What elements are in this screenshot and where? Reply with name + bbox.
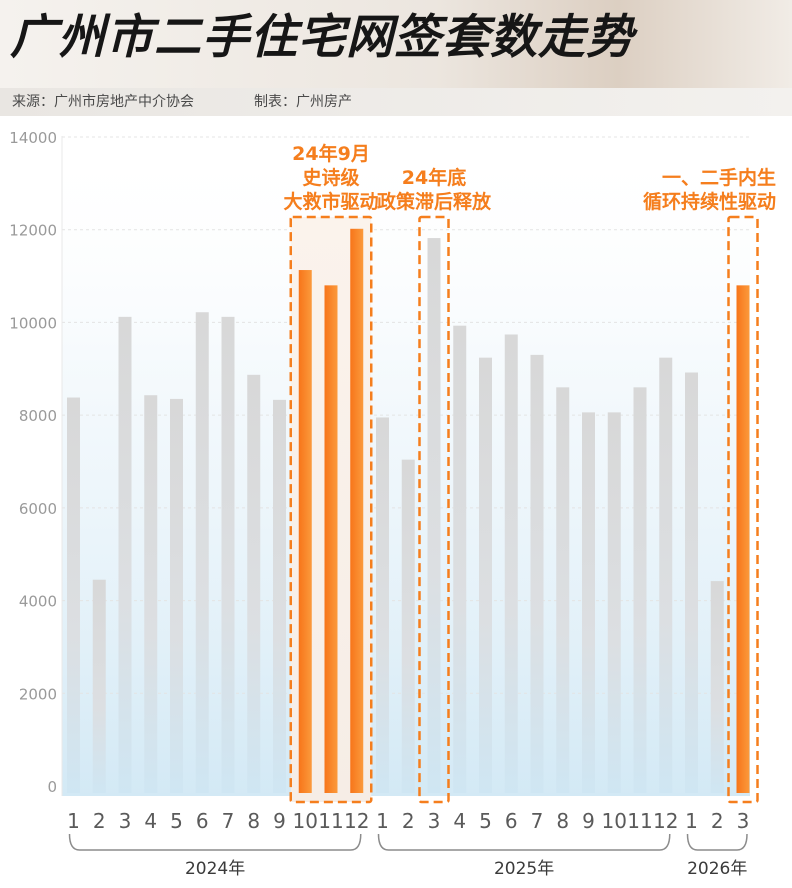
bar (92, 579, 106, 793)
x-tick-label: 10 (602, 809, 627, 833)
source-text: 来源：广州市房地产中介协会 (12, 94, 194, 110)
y-tick-label: 14000 (9, 129, 57, 147)
x-tick-label: 1 (376, 809, 389, 833)
y-tick-label: 2000 (19, 685, 57, 703)
bar (221, 316, 235, 793)
bar (376, 417, 389, 793)
bar (453, 325, 467, 793)
x-tick-label: 5 (170, 809, 183, 833)
y-tick-label: 4000 (19, 593, 57, 611)
x-tick-label: 11 (318, 809, 343, 833)
year-bracket (377, 833, 671, 851)
bar (556, 387, 570, 793)
chart-title: 广州市二手住宅网签套数走势 (10, 10, 634, 65)
bar (710, 581, 724, 793)
year-bracket (68, 833, 362, 851)
bar (118, 316, 132, 793)
x-tick-label: 2 (93, 809, 106, 833)
x-tick-label: 5 (479, 809, 492, 833)
header-banner: 广州市二手住宅网签套数走势 (0, 0, 792, 88)
bar (736, 285, 750, 793)
x-tick-label: 3 (119, 809, 132, 833)
annotation-text: 政策滞后释放 (377, 190, 492, 213)
year-label: 2025年 (494, 859, 554, 879)
x-tick-label: 4 (453, 809, 466, 833)
x-tick-label: 3 (428, 809, 441, 833)
y-tick-label: 6000 (19, 500, 57, 518)
x-tick-label: 9 (273, 809, 286, 833)
x-tick-label: 6 (505, 809, 518, 833)
year-label: 2024年 (185, 859, 245, 879)
x-tick-label: 2 (711, 809, 724, 833)
bar (633, 387, 647, 793)
source-bar: 来源：广州市房地产中介协会 制表：广州房产 (0, 88, 792, 116)
bar (324, 285, 338, 793)
annotation-text: 循环持续性驱动 (643, 190, 776, 213)
bar (401, 459, 415, 793)
x-tick-label: 7 (531, 809, 544, 833)
x-tick-label: 8 (247, 809, 260, 833)
year-label: 2026年 (687, 859, 747, 879)
bar (144, 395, 158, 793)
highlight-box (289, 215, 373, 804)
bar (685, 372, 698, 793)
bar (350, 228, 364, 794)
x-tick-label: 1 (685, 809, 698, 833)
y-tick-label: 0 (47, 778, 57, 796)
x-tick-label: 4 (144, 809, 157, 833)
y-tick-label: 8000 (19, 407, 57, 425)
bar (504, 334, 518, 793)
x-tick-label: 1 (67, 809, 80, 833)
bar (195, 312, 209, 793)
x-tick-label: 2 (402, 809, 415, 833)
bar (607, 412, 621, 793)
bar (170, 398, 183, 793)
bar (67, 397, 80, 793)
annotation-text: 史诗级 (302, 166, 359, 189)
year-bracket (686, 833, 748, 851)
y-tick-label: 12000 (9, 222, 57, 240)
x-tick-label: 12 (344, 809, 369, 833)
bar (479, 357, 492, 793)
bar (273, 399, 286, 793)
highlight-box (418, 215, 450, 804)
x-tick-label: 9 (582, 809, 595, 833)
highlight-box (727, 215, 759, 804)
x-tick-label: 11 (627, 809, 652, 833)
annotation-text: 一、二手内生 (662, 166, 776, 189)
annotation-text: 24年9月 (292, 142, 370, 165)
bar (427, 238, 441, 793)
x-tick-label: 10 (293, 809, 318, 833)
bar (298, 270, 312, 793)
x-tick-label: 7 (222, 809, 235, 833)
x-tick-label: 6 (196, 809, 209, 833)
x-tick-label: 8 (556, 809, 569, 833)
x-tick-label: 3 (737, 809, 750, 833)
bar (582, 412, 595, 793)
x-tick-label: 12 (653, 809, 678, 833)
annotation-text: 24年底 (402, 166, 466, 189)
annotation-text: 大救市驱动 (283, 190, 378, 213)
bar (247, 374, 261, 793)
bar (659, 357, 673, 793)
maker-text: 制表：广州房产 (254, 94, 352, 110)
y-tick-label: 10000 (9, 314, 57, 332)
bar (530, 354, 544, 793)
